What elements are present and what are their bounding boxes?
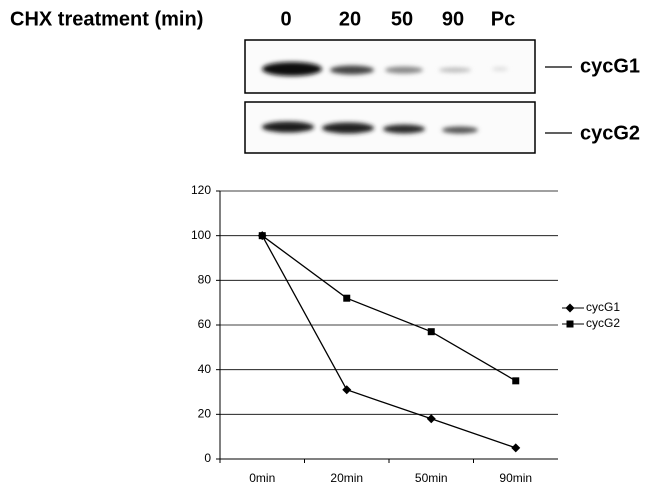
marker: [427, 414, 436, 423]
marker: [343, 295, 350, 302]
marker: [342, 385, 351, 394]
lane-label: 0: [280, 8, 291, 30]
row-label: cycG2: [580, 122, 640, 144]
legend-label: cycG2: [586, 316, 620, 330]
lane-label: 50: [391, 8, 413, 30]
x-tick-label: 20min: [330, 471, 363, 485]
lane-label: 90: [442, 8, 464, 30]
y-tick-label: 0: [204, 451, 211, 465]
legend-marker: [567, 321, 574, 328]
marker: [259, 232, 266, 239]
x-tick-label: 50min: [415, 471, 448, 485]
marker: [512, 377, 519, 384]
figure: CHX treatment (min) 0 20 50 90 Pc cycG1 …: [0, 0, 653, 486]
x-tick-label: 0min: [249, 471, 275, 485]
y-tick-label: 100: [191, 228, 211, 242]
series-line: [262, 236, 516, 381]
y-tick-label: 40: [198, 362, 212, 376]
lane-label: Pc: [491, 8, 515, 30]
row-label: cycG1: [580, 55, 640, 77]
marker: [428, 328, 435, 335]
marker: [511, 443, 520, 452]
y-tick-label: 120: [191, 183, 211, 197]
y-tick-label: 60: [198, 317, 212, 331]
y-tick-label: 20: [198, 407, 212, 421]
lane-label: 20: [339, 8, 361, 30]
series-line: [262, 236, 516, 448]
blot-title: CHX treatment (min): [10, 8, 203, 30]
legend-label: cycG1: [586, 300, 620, 314]
y-tick-label: 80: [198, 273, 212, 287]
legend-marker: [566, 304, 575, 313]
x-tick-label: 90min: [499, 471, 532, 485]
